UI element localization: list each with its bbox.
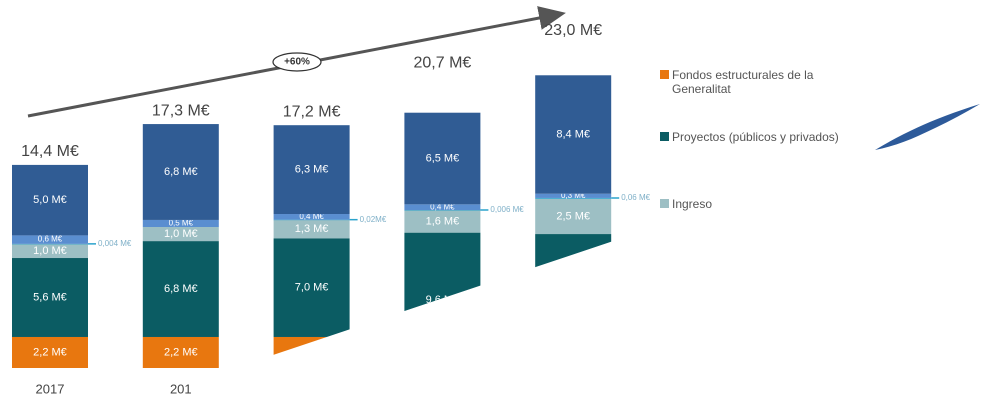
- legend-label: Proyectos (públicos y privados): [672, 130, 839, 144]
- bar-segment: [273, 214, 350, 220]
- x-tick-label: 2017: [36, 381, 65, 396]
- data-label: 6,3 M€: [295, 164, 329, 176]
- legend-swatch: [660, 70, 669, 79]
- total-label: 14,4 M€: [21, 143, 79, 160]
- bar-segment: [404, 204, 481, 210]
- data-label: 1,0 M€: [33, 245, 67, 257]
- total-label: 23,0 M€: [544, 22, 602, 39]
- data-label: 0,004 M€: [98, 239, 132, 248]
- data-label: 6,5 M€: [426, 152, 460, 164]
- bar-segment: [273, 238, 350, 337]
- data-label: 1,6 M€: [426, 215, 460, 227]
- data-label: 7,0 M€: [295, 282, 329, 294]
- legend-item: Ingreso: [660, 197, 860, 211]
- data-label: 0,06 M€: [621, 193, 650, 202]
- data-label: 0,4 M€: [299, 212, 324, 221]
- bar-segment: [535, 234, 612, 368]
- legend-label: Fondos estructurales de la Generalitat: [672, 68, 814, 96]
- bar-segment: [404, 210, 481, 233]
- growth-badge: [272, 52, 322, 72]
- bar-segment: [273, 125, 350, 215]
- growth-annotation: +60%: [284, 57, 310, 68]
- bar-segment: [142, 336, 219, 368]
- bar-segment: [12, 336, 88, 368]
- bar-segment: [404, 232, 481, 368]
- total-label: 17,3 M€: [152, 102, 210, 119]
- legend-swatch: [660, 132, 669, 141]
- bar-segment: [12, 164, 88, 236]
- bar-segment: [535, 198, 612, 235]
- bars: 2,2 M€ 5,6 M€ 1,0 M€ 0,004 M€ 0,6 M€ 5,0 M€ 2,…: [12, 75, 651, 368]
- data-label: 8,4 M€: [556, 128, 590, 140]
- data-label: 0,02M€: [360, 215, 387, 224]
- bar-segment: [12, 235, 88, 244]
- data-label: 6,8 M€: [164, 283, 198, 295]
- bar-segment: [273, 336, 350, 368]
- data-label: 2,5 M€: [556, 210, 590, 222]
- data-label: 0,4 M€: [430, 202, 455, 211]
- bar-segment: [142, 124, 219, 220]
- bar-segment: [273, 219, 350, 221]
- bar-segment: [404, 209, 481, 211]
- brush-decoration: [875, 104, 980, 150]
- bar-segment: [142, 219, 219, 227]
- data-label: 0,006 M€: [490, 205, 524, 214]
- data-label: 0,5 M€: [169, 219, 194, 228]
- legend-item: Proyectos (públicos y privados): [660, 130, 860, 144]
- data-label: 2,2 M€: [295, 346, 329, 358]
- bar-segment: [142, 227, 219, 242]
- legend-item: Fondos estructurales de la Generalitat: [660, 68, 860, 96]
- legend-swatch: [660, 199, 669, 208]
- bar-segment: [12, 258, 88, 337]
- total-label: 20,7 M€: [413, 54, 471, 71]
- bar-segment: [404, 112, 481, 205]
- bar-segment: [12, 243, 88, 259]
- data-label: 5,6 M€: [33, 291, 67, 303]
- data-label: 6,8 M€: [164, 166, 198, 178]
- data-label: 2,2 M€: [164, 346, 198, 358]
- data-label: 1,3 M€: [295, 223, 329, 235]
- total-label: 17,2 M€: [283, 104, 341, 121]
- x-tick-label: 201: [170, 381, 192, 396]
- bar-segment: [535, 193, 612, 198]
- bar-segment: [535, 75, 612, 194]
- legend-label: Ingreso: [672, 197, 713, 211]
- data-label: 1,0 M€: [164, 228, 198, 240]
- data-label: 9,6 M€: [426, 294, 460, 306]
- bar-segment: [12, 243, 88, 245]
- data-label: 2,2 M€: [33, 346, 67, 358]
- data-label: 0,3 M€: [561, 191, 586, 200]
- bar-segment: [142, 241, 219, 337]
- data-label: 5,0 M€: [33, 194, 67, 206]
- bar-segment: [273, 219, 350, 239]
- data-label: 0,6 M€: [38, 235, 63, 244]
- bar-segment: [535, 197, 612, 199]
